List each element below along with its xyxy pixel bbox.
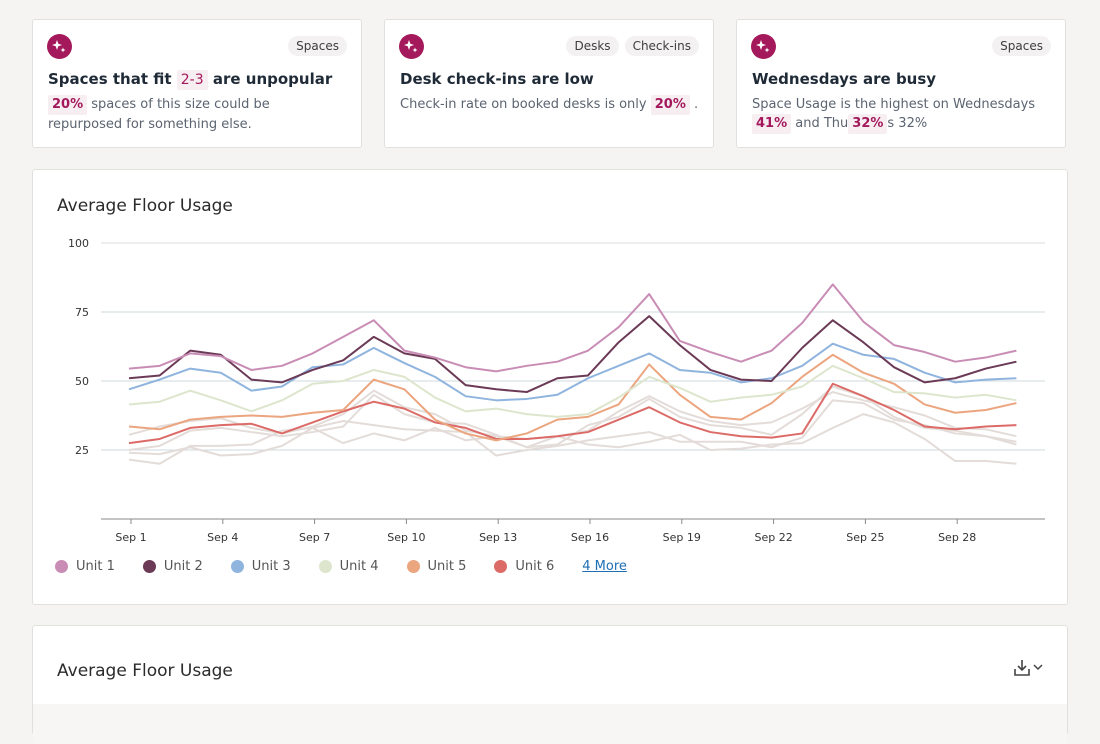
legend-item-unit-3[interactable]: Unit 3 (230, 559, 291, 574)
table-title: Average Floor Usage (57, 661, 233, 681)
x-tick-label: Sep 19 (663, 531, 701, 544)
x-tick-label: Sep 1 (115, 531, 146, 544)
sparkle-icon (399, 34, 424, 59)
legend-item-unit-1[interactable]: Unit 1 (55, 559, 115, 574)
body-highlight: 41% (752, 114, 792, 134)
legend-dot (406, 560, 420, 573)
tag-spaces[interactable]: Spaces (288, 36, 347, 56)
series-line-unit-9[interactable] (128, 413, 1017, 465)
insight-title: Wednesdays are busy (752, 70, 937, 88)
chart-title: Average Floor Usage (57, 196, 233, 216)
body-text: Space Usage is the highest on Wednesdays (752, 97, 1036, 112)
body-highlight: 20% (650, 95, 690, 115)
floor-usage-table-card: Average Floor Usage (32, 625, 1068, 744)
sparkle-icon (47, 34, 72, 59)
table-header (33, 704, 1067, 744)
insight-title: Spaces that fit 2-3 are unpopular (48, 70, 332, 90)
series-line-unit-5[interactable] (128, 353, 1017, 442)
y-tick-label: 100 (68, 237, 89, 250)
legend-dot (318, 560, 332, 573)
series-line-unit-2[interactable] (128, 315, 1017, 394)
legend-item-unit-2[interactable]: Unit 2 (142, 559, 203, 574)
body-highlight: 20% (48, 95, 88, 115)
insight-card-spaces-unpopular[interactable]: Spaces Spaces that fit 2-3 are unpopular… (32, 19, 362, 148)
legend-label: Unit 4 (339, 559, 379, 574)
body-text: s 32% (887, 116, 928, 131)
x-tick-label: Sep 10 (387, 531, 425, 544)
legend-label: Unit 3 (251, 559, 291, 574)
legend-label: Unit 5 (427, 559, 467, 574)
legend-label: Unit 1 (76, 559, 115, 574)
insight-card-desk-checkins[interactable]: Desks Check-ins Desk check-ins are low C… (384, 19, 714, 148)
series-line-unit-1[interactable] (128, 283, 1017, 373)
series-line-unit-3[interactable] (128, 342, 1017, 402)
insight-card-wednesdays-busy[interactable]: Spaces Wednesdays are busy Space Usage i… (736, 19, 1066, 148)
title-text: Spaces that fit (48, 70, 177, 88)
download-icon (1014, 660, 1030, 676)
series-line-unit-6[interactable] (128, 382, 1017, 445)
legend-item-unit-5[interactable]: Unit 5 (406, 559, 467, 574)
legend-dot (55, 560, 68, 573)
tag-spaces[interactable]: Spaces (992, 36, 1051, 56)
floor-usage-chart-card: Average Floor Usage 25 50 75 100 Sep 1 Sep 4 S… (32, 169, 1068, 605)
x-tick-label: Sep 16 (571, 531, 609, 544)
y-tick-label: 75 (75, 306, 89, 319)
x-tick-label: Sep 22 (754, 531, 792, 544)
insight-body: Check-in rate on booked desks is only 20… (400, 95, 699, 115)
sparkle-icon (751, 34, 776, 59)
insight-body: Space Usage is the highest on Wednesdays… (752, 95, 1051, 134)
legend-label: Unit 2 (163, 559, 203, 574)
chevron-down-icon (1033, 664, 1043, 671)
x-tick-label: Sep 25 (846, 531, 884, 544)
legend-more-link[interactable]: 4 More (582, 559, 627, 574)
series-line-unit-4[interactable] (128, 364, 1017, 418)
body-text: and Thu (791, 116, 849, 131)
x-tick-label: Sep 7 (299, 531, 330, 544)
tag-check-ins[interactable]: Check-ins (624, 36, 699, 56)
download-menu-button[interactable] (1013, 658, 1049, 680)
body-text: . (689, 97, 699, 112)
title-highlight: 2-3 (176, 70, 208, 90)
x-tick-label: Sep 28 (938, 531, 976, 544)
body-text: spaces of this size could be repurposed … (48, 97, 270, 132)
chart-legend: Unit 1 Unit 2 Unit 3 Unit 4 Unit 5 Unit 6 4 Mo… (55, 559, 627, 574)
x-tick-label: Sep 4 (207, 531, 238, 544)
insight-body: 20% spaces of this size could be repurpo… (48, 95, 347, 134)
legend-dot (142, 560, 156, 573)
tag-desks[interactable]: Desks (566, 36, 619, 56)
legend-item-unit-4[interactable]: Unit 4 (318, 559, 379, 574)
y-tick-label: 50 (75, 375, 89, 388)
legend-item-unit-6[interactable]: Unit 6 (494, 559, 554, 574)
x-tick-label: Sep 13 (479, 531, 517, 544)
insight-title: Desk check-ins are low (400, 70, 594, 88)
legend-dot (494, 560, 508, 573)
legend-dot (230, 560, 244, 573)
y-tick-label: 25 (75, 444, 89, 457)
legend-label: Unit 6 (515, 559, 555, 574)
body-text: Check-in rate on booked desks is only (400, 97, 651, 112)
body-highlight: 32% (848, 114, 888, 134)
title-text: are unpopular (207, 70, 333, 88)
line-chart: 25 50 75 100 Sep 1 Sep 4 Sep 7 Sep 10 Sep 13 Sep … (68, 237, 1045, 544)
